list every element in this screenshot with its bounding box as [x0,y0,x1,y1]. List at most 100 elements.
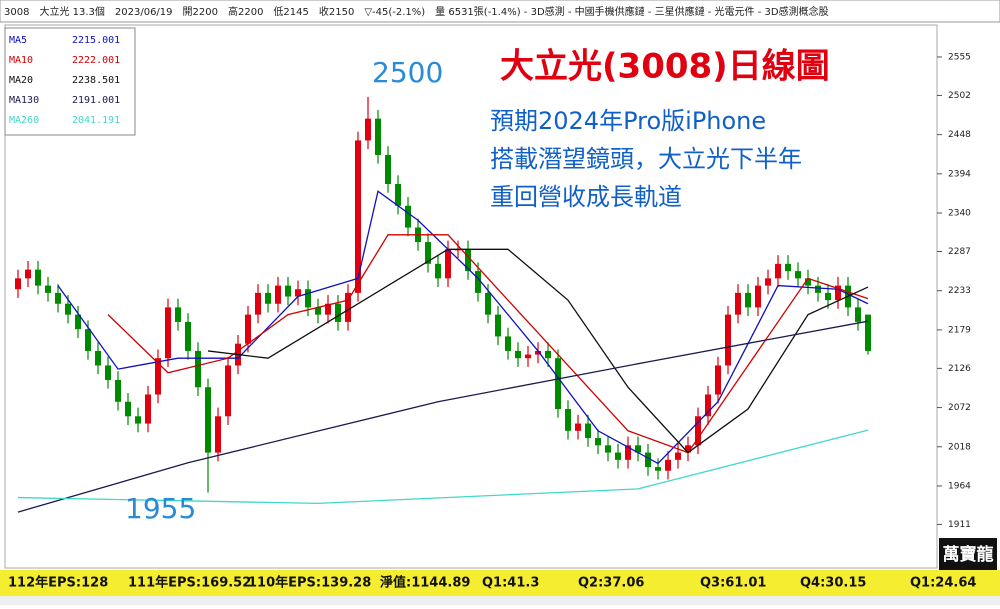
candle-body [255,292,261,315]
candle-body [585,423,591,439]
legend-value: 2222.001 [72,55,120,66]
candle-body [295,289,301,297]
candle-body [815,285,821,293]
candle-body [565,409,571,431]
y-tick-label: 2233 [948,286,971,296]
candle-body [485,292,491,315]
candle-body [55,292,61,304]
candle-body [265,292,271,304]
candle-body [665,459,671,471]
candle-body [385,154,391,184]
candle-body [625,445,631,460]
candle-body [185,321,191,351]
candle-body [325,303,331,315]
candle-body [45,285,51,293]
y-tick-label: 2340 [948,209,971,219]
candle-body [575,423,581,431]
subtitle: 預期2024年Pro版iPhone [490,107,766,135]
plot-frame [4,24,938,569]
candle-body [405,205,411,228]
legend-label: MA5 [9,35,27,46]
footer-item: Q3:61.01 [700,576,766,591]
candle-body [535,350,541,355]
candle-body [425,242,431,264]
candle-body [865,314,871,351]
candle-body [305,289,311,308]
ma-line [207,248,869,454]
annotation: 2500 [372,56,443,89]
candle-body [195,350,201,388]
y-tick-label: 2072 [948,403,971,413]
candle-body [175,307,181,322]
candle-body [105,365,111,380]
candle-body [705,394,711,417]
candle-body [595,438,601,446]
candle-body [275,285,281,304]
subtitle: 搭載潛望鏡頭，大立光下半年 [490,145,802,173]
candle-body [825,292,831,301]
candle-body [95,350,101,366]
candle-body [675,452,681,460]
candle-body [615,452,621,460]
y-tick-label: 2126 [948,364,971,374]
candle-body [655,467,661,471]
y-tick-label: 2555 [948,52,971,62]
ma-line [17,429,869,505]
candle-body [205,387,211,453]
candle-body [715,365,721,395]
candle-body [25,269,31,279]
candle-body [335,303,341,322]
candle-body [115,379,121,402]
y-tick-label: 2394 [948,169,971,179]
candle-body [685,445,691,453]
candle-body [725,314,731,366]
candle-body [225,365,231,417]
candle-body [785,263,791,272]
candle-body [155,358,161,395]
candle-body [215,416,221,453]
candle-body [125,401,131,417]
candle-body [135,416,141,424]
header-text: 3008 大立光 13.3個 2023/06/19 開2200 高2200 低2… [4,5,829,18]
candle-body [35,269,41,286]
candle-body [795,271,801,279]
footer-item: 淨值:1144.89 [380,575,470,591]
candle-body [355,140,361,293]
candle-body [525,354,531,359]
candle-body [65,303,71,315]
candle-body [645,452,651,468]
candle-body [465,249,471,272]
y-tick-label: 2018 [948,442,971,452]
candle-body [835,285,841,301]
candle-body [855,307,861,322]
candle-body [765,278,771,286]
candle-body [345,292,351,322]
candle-body [775,263,781,279]
candle-body [365,118,371,141]
legend-value: 2041.191 [72,115,120,126]
logo: 萬寶龍 [943,544,994,565]
footer-item: Q2:37.06 [578,576,644,591]
candle-body [475,271,481,293]
legend-value: 2215.001 [72,35,120,46]
chart-title: 大立光(3008)日線圖 [500,47,830,87]
logo-box [939,538,997,570]
y-tick-label: 1911 [948,520,971,530]
legend-label: MA260 [9,115,39,126]
candle-body [755,285,761,308]
header-bar [0,0,1000,23]
candle-body [145,394,151,424]
candle-body [435,263,441,279]
candle-body [375,118,381,155]
candle-body [395,183,401,206]
footer-strip [0,596,1000,605]
footer-item: 112年EPS:128 [8,575,108,591]
candle-body [505,336,511,351]
candle-body [315,307,321,315]
candle-body [285,285,291,297]
legend-box [4,27,136,136]
candle-body [445,249,451,279]
y-tick-label: 2179 [948,325,971,335]
footer-item: Q1:41.3 [482,576,539,591]
